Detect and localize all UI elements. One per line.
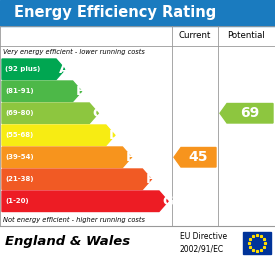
Polygon shape bbox=[2, 191, 168, 212]
Text: 2002/91/EC: 2002/91/EC bbox=[180, 245, 224, 254]
Text: A: A bbox=[59, 63, 69, 76]
Bar bbox=[0, 0, 275, 26]
Text: (69-80): (69-80) bbox=[5, 110, 34, 116]
Text: E: E bbox=[125, 151, 134, 164]
Bar bbox=[0, 26, 275, 226]
Text: (39-54): (39-54) bbox=[5, 154, 34, 160]
Text: B: B bbox=[76, 85, 86, 98]
Text: (55-68): (55-68) bbox=[5, 132, 33, 138]
Text: Not energy efficient - higher running costs: Not energy efficient - higher running co… bbox=[3, 217, 145, 223]
Polygon shape bbox=[174, 148, 216, 167]
Text: 45: 45 bbox=[189, 150, 208, 164]
Polygon shape bbox=[2, 147, 131, 167]
Polygon shape bbox=[2, 169, 152, 189]
Bar bbox=[0, 226, 275, 258]
Polygon shape bbox=[2, 103, 98, 124]
Text: 69: 69 bbox=[240, 106, 260, 120]
Text: (81-91): (81-91) bbox=[5, 88, 34, 94]
Text: Energy Efficiency Rating: Energy Efficiency Rating bbox=[14, 5, 217, 20]
Text: (1-20): (1-20) bbox=[5, 198, 29, 204]
Text: EU Directive: EU Directive bbox=[180, 232, 227, 241]
Text: F: F bbox=[145, 173, 155, 186]
Text: C: C bbox=[92, 107, 102, 120]
Text: (92 plus): (92 plus) bbox=[5, 66, 40, 72]
Polygon shape bbox=[2, 59, 65, 79]
Text: D: D bbox=[109, 129, 120, 142]
Text: G: G bbox=[162, 195, 173, 208]
Polygon shape bbox=[2, 81, 82, 101]
Bar bbox=[243, 232, 271, 254]
Polygon shape bbox=[2, 125, 115, 146]
Text: Very energy efficient - lower running costs: Very energy efficient - lower running co… bbox=[3, 49, 145, 55]
Text: Current: Current bbox=[179, 31, 211, 41]
Text: England & Wales: England & Wales bbox=[5, 236, 130, 248]
Text: Potential: Potential bbox=[228, 31, 265, 41]
Text: (21-38): (21-38) bbox=[5, 176, 34, 182]
Polygon shape bbox=[220, 103, 273, 123]
